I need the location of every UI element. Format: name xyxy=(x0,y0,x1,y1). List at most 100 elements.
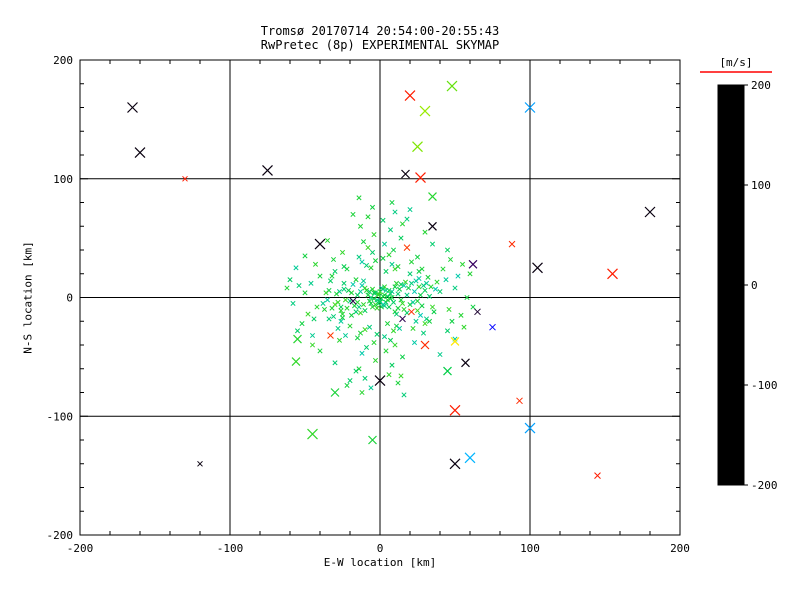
data-point xyxy=(440,266,446,272)
data-point xyxy=(383,287,389,293)
data-point xyxy=(644,206,656,218)
data-point xyxy=(314,238,326,250)
data-point xyxy=(428,284,434,290)
data-point xyxy=(401,392,407,398)
colorbar-tick-label: 100 xyxy=(751,179,771,192)
data-point xyxy=(344,305,350,311)
data-point xyxy=(474,308,481,316)
data-point xyxy=(342,297,349,303)
data-point xyxy=(470,304,476,310)
data-point xyxy=(419,266,425,272)
x-axis-label: E-W location [km] xyxy=(323,556,437,569)
data-point xyxy=(380,293,386,299)
data-point xyxy=(387,291,394,297)
data-point xyxy=(317,273,323,279)
data-point xyxy=(369,304,376,310)
data-point xyxy=(402,279,409,285)
data-point xyxy=(594,472,601,479)
data-point xyxy=(413,318,419,324)
data-point xyxy=(411,289,418,295)
data-point xyxy=(414,298,421,304)
data-point xyxy=(416,275,422,282)
data-point xyxy=(461,358,470,368)
data-point xyxy=(416,284,422,290)
data-point xyxy=(362,375,368,381)
data-point xyxy=(516,397,523,405)
data-point xyxy=(347,378,353,384)
data-point xyxy=(360,239,367,245)
data-point xyxy=(417,292,424,298)
data-point xyxy=(414,254,421,260)
data-point xyxy=(335,325,341,331)
data-point xyxy=(371,340,377,346)
data-point xyxy=(420,330,427,336)
data-point xyxy=(383,268,389,274)
data-point xyxy=(305,311,311,317)
data-point xyxy=(341,280,347,286)
data-point xyxy=(353,368,359,374)
data-point xyxy=(344,382,350,388)
data-point xyxy=(262,164,273,176)
data-point xyxy=(296,283,302,289)
data-point xyxy=(410,325,416,331)
data-point xyxy=(369,204,376,210)
data-point xyxy=(350,211,356,217)
data-point xyxy=(459,261,466,267)
data-point xyxy=(398,281,404,287)
data-point xyxy=(407,207,413,213)
data-point xyxy=(426,318,433,324)
svg-text:0: 0 xyxy=(377,542,384,555)
data-point xyxy=(401,283,407,289)
data-point xyxy=(404,292,410,298)
data-point xyxy=(404,90,416,102)
data-point xyxy=(431,309,437,315)
data-point xyxy=(428,192,437,202)
data-point xyxy=(339,315,346,321)
data-point xyxy=(432,286,439,292)
data-point xyxy=(354,292,361,298)
data-point xyxy=(323,290,329,296)
data-point xyxy=(420,340,430,350)
data-point xyxy=(360,302,367,308)
data-point xyxy=(363,344,370,350)
data-point xyxy=(362,285,368,291)
data-point xyxy=(386,252,392,258)
data-point xyxy=(468,259,478,269)
data-point xyxy=(389,362,395,368)
data-point xyxy=(444,247,451,253)
data-point xyxy=(312,261,319,267)
data-point xyxy=(332,268,338,274)
data-point xyxy=(327,278,334,284)
tick-labels: -200 -100 0 100 200 -200 -100 0 100 200 xyxy=(47,54,690,555)
data-point xyxy=(443,366,452,376)
data-point xyxy=(408,308,415,316)
data-point xyxy=(429,241,436,247)
svg-text:100: 100 xyxy=(520,542,540,555)
data-point xyxy=(293,265,299,271)
data-point xyxy=(284,285,290,291)
data-point xyxy=(389,199,395,206)
data-point xyxy=(384,321,391,327)
data-point xyxy=(369,286,376,292)
data-point xyxy=(390,328,397,334)
data-point xyxy=(290,300,296,306)
data-point xyxy=(356,304,362,310)
svg-text:0: 0 xyxy=(66,292,73,305)
data-point xyxy=(380,217,386,223)
data-point xyxy=(365,214,371,220)
data-point xyxy=(375,291,382,297)
data-point xyxy=(327,332,334,339)
data-point xyxy=(330,388,340,397)
data-point xyxy=(411,340,418,346)
data-point xyxy=(371,290,377,296)
data-point xyxy=(348,312,355,318)
data-point xyxy=(380,255,386,261)
data-point xyxy=(410,299,416,305)
data-point xyxy=(392,342,398,348)
data-point xyxy=(449,458,461,470)
data-point xyxy=(390,299,397,305)
colorbar-tick-label: -200 xyxy=(751,479,778,492)
data-point xyxy=(404,216,410,222)
